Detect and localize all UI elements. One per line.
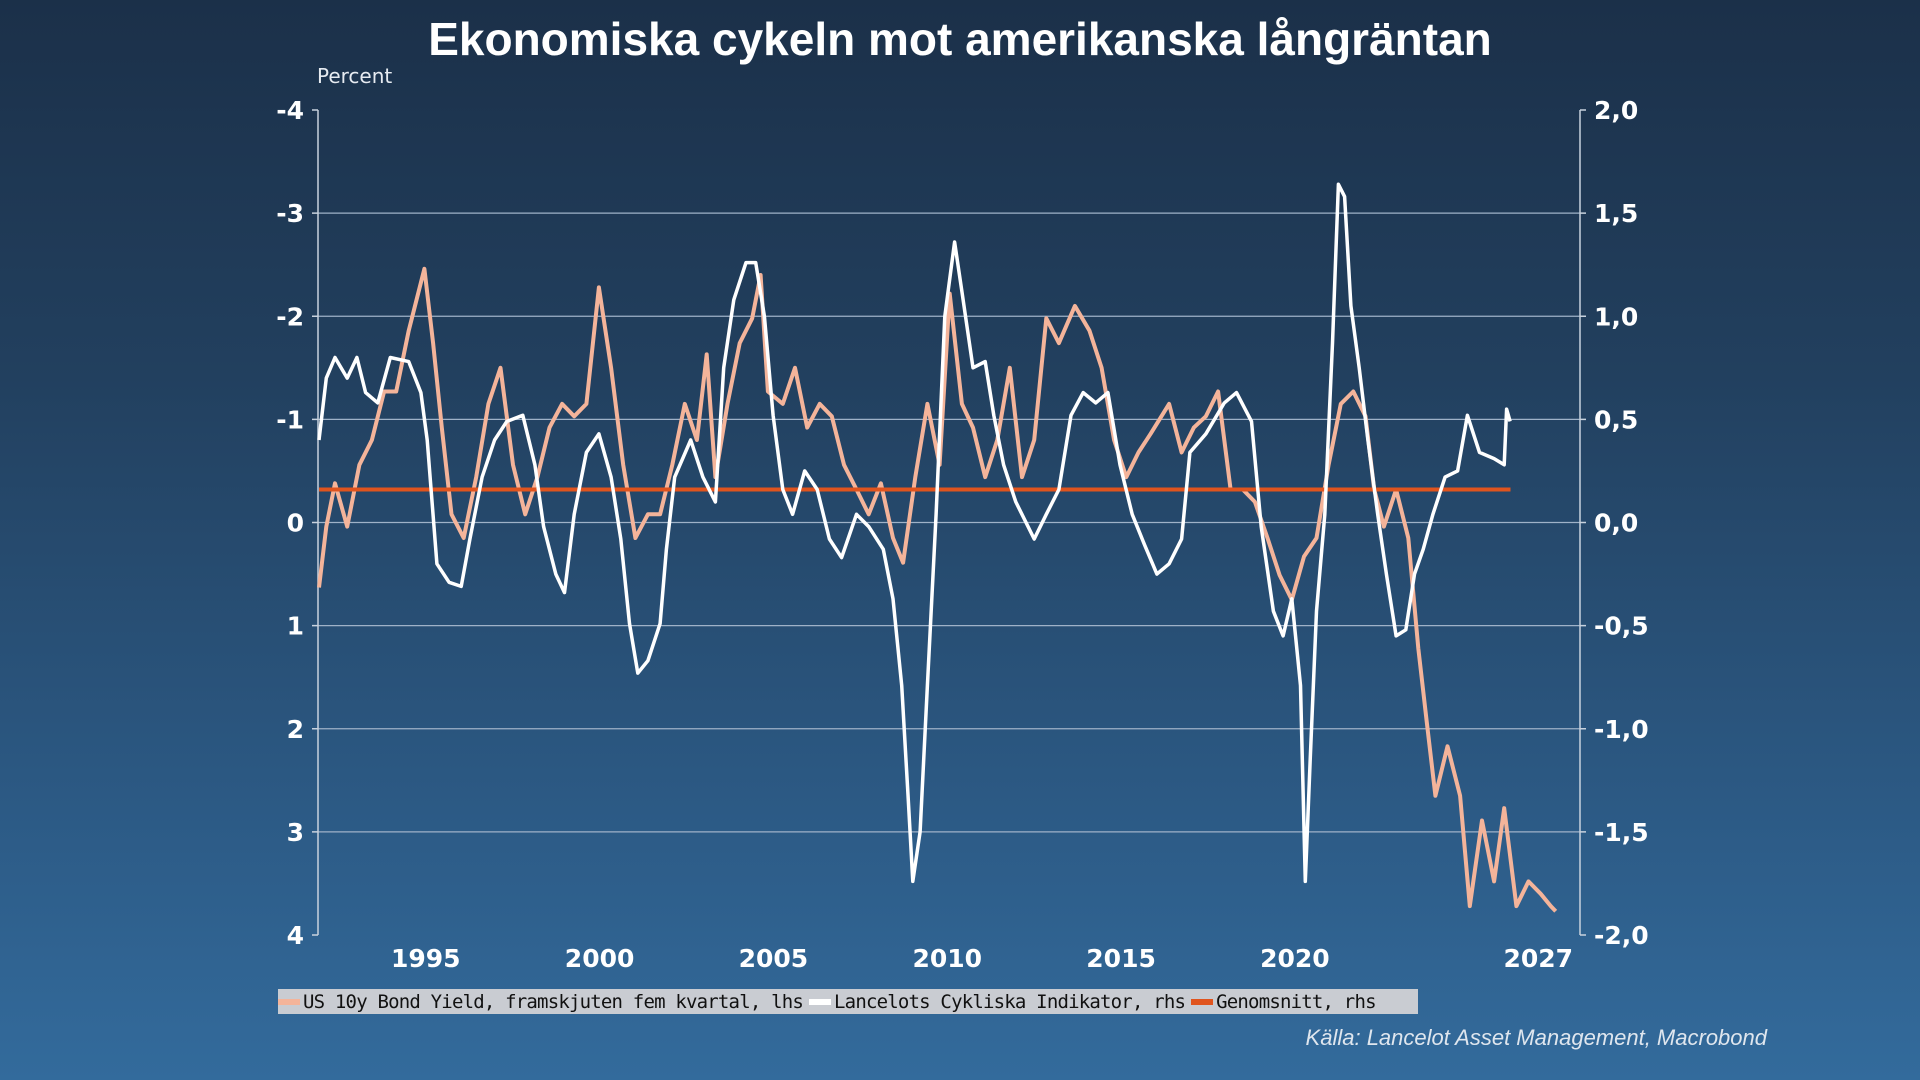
x-tick-label: 2015 [1086,944,1156,973]
chart-title: Ekonomiska cykeln mot amerikanska långrä… [428,13,1492,65]
left-tick-label: 0 [287,509,304,538]
right-tick-label: 0,5 [1594,405,1638,434]
x-tick-label: 2027 [1503,944,1573,973]
legend: US 10y Bond Yield, framskjuten fem kvart… [278,989,1418,1014]
bond-yield-line [317,266,1558,913]
x-tick-label: 2000 [565,944,635,973]
x-tick-label: 2020 [1260,944,1330,973]
right-tick-label: -1,5 [1594,818,1649,847]
legend-item-cyclical-indicator: Lancelots Cykliska Indikator, rhs [809,990,1186,1013]
right-tick-label: 0,0 [1594,509,1638,538]
right-tick-label: -1,0 [1594,715,1649,744]
x-tick-label: 2010 [912,944,982,973]
left-tick-label: -4 [276,96,304,125]
left-tick-label: -3 [276,199,304,228]
x-tick-label: 1995 [391,944,461,973]
right-tick-label: -0,5 [1594,612,1649,641]
source-note: Källa: Lancelot Asset Management, Macrob… [1305,1025,1767,1050]
legend-label: US 10y Bond Yield, framskjuten fem kvart… [303,990,804,1013]
legend-item-average: Genomsnitt, rhs [1191,990,1377,1013]
left-tick-label: 1 [287,612,304,641]
series-lines [317,182,1558,913]
cyclical-indicator-line [317,182,1512,884]
left-tick-label: -1 [276,405,304,434]
legend-item-bond-yield: US 10y Bond Yield, framskjuten fem kvart… [278,990,804,1013]
right-tick-label: 1,0 [1594,302,1638,331]
right-tick-label: -2,0 [1594,921,1649,950]
x-tick-label: 2005 [739,944,809,973]
left-axis-label: Percent [317,64,392,88]
axes [312,109,1586,936]
left-tick-label: 4 [287,921,304,950]
legend-swatch [1191,998,1214,1005]
legend-swatch [278,998,300,1005]
tick-labels: -4 2,0 -3 1,5 -2 1,0 -1 0,5 0 0,0 1 -0,5 2 -1,0 3 -1,5 4… [276,96,1648,973]
legend-label: Genomsnitt, rhs [1216,990,1376,1013]
legend-label: Lancelots Cykliska Indikator, rhs [834,990,1186,1013]
left-tick-label: 3 [287,818,304,847]
left-tick-label: 2 [287,715,304,744]
right-tick-label: 2,0 [1594,96,1638,125]
right-tick-label: 1,5 [1594,199,1638,228]
left-tick-label: -2 [276,302,304,331]
legend-swatch [809,998,832,1005]
